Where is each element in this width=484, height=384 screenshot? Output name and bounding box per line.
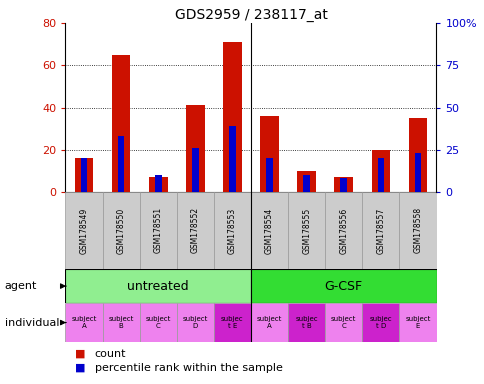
Text: individual: individual [5, 318, 59, 328]
Bar [399, 192, 436, 269]
Bar [340, 179, 347, 192]
Bar [287, 192, 324, 269]
Title: GDS2959 / 238117_at: GDS2959 / 238117_at [174, 8, 327, 22]
Text: GSM178549: GSM178549 [79, 207, 89, 253]
Bar [371, 150, 389, 192]
Bar [414, 153, 421, 192]
Text: percentile rank within the sample: percentile rank within the sample [94, 362, 282, 373]
Bar [149, 177, 167, 192]
Text: subjec
t B: subjec t B [295, 316, 318, 329]
Bar [324, 192, 362, 269]
Bar [251, 192, 287, 269]
Bar [176, 303, 213, 342]
Text: agent: agent [5, 281, 37, 291]
Bar [192, 148, 198, 192]
Text: GSM178556: GSM178556 [338, 207, 348, 253]
Text: GSM178550: GSM178550 [116, 207, 125, 253]
Bar [154, 175, 161, 192]
Text: GSM178554: GSM178554 [264, 207, 273, 253]
Bar [65, 303, 102, 342]
Bar [362, 192, 399, 269]
Text: GSM178553: GSM178553 [227, 207, 237, 253]
Bar [251, 303, 287, 342]
Text: subject
C: subject C [331, 316, 356, 329]
Bar [176, 192, 213, 269]
Bar [228, 126, 235, 192]
Text: ■: ■ [75, 362, 86, 373]
Bar [80, 158, 87, 192]
Text: GSM178558: GSM178558 [412, 207, 422, 253]
Bar [302, 175, 309, 192]
Text: count: count [94, 349, 126, 359]
Text: GSM178557: GSM178557 [376, 207, 385, 253]
Bar [223, 42, 241, 192]
Text: subject
A: subject A [71, 316, 96, 329]
Bar [102, 192, 139, 269]
Bar [408, 118, 426, 192]
Bar [118, 136, 124, 192]
Text: subjec
t E: subjec t E [221, 316, 243, 329]
Bar [362, 303, 399, 342]
Text: ■: ■ [75, 349, 86, 359]
Bar [266, 158, 272, 192]
Bar [297, 171, 315, 192]
Text: subject
B: subject B [108, 316, 134, 329]
Bar [139, 303, 176, 342]
Bar [139, 192, 176, 269]
Text: G-CSF: G-CSF [324, 280, 362, 293]
Text: subject
E: subject E [405, 316, 430, 329]
Bar [324, 303, 362, 342]
Bar [251, 269, 436, 303]
Bar [334, 177, 352, 192]
Bar [287, 303, 324, 342]
Text: GSM178552: GSM178552 [190, 207, 199, 253]
Bar [213, 192, 251, 269]
Bar [65, 269, 251, 303]
Bar [260, 116, 278, 192]
Bar [75, 158, 93, 192]
Bar [377, 158, 383, 192]
Text: subjec
t D: subjec t D [369, 316, 392, 329]
Bar [186, 106, 204, 192]
Bar [112, 55, 130, 192]
Bar [102, 303, 139, 342]
Bar [399, 303, 436, 342]
Text: GSM178551: GSM178551 [153, 207, 163, 253]
Text: subject
A: subject A [257, 316, 282, 329]
Text: subject
D: subject D [182, 316, 208, 329]
Text: subject
C: subject C [145, 316, 170, 329]
Bar [65, 192, 102, 269]
Text: GSM178555: GSM178555 [302, 207, 311, 253]
Bar [213, 303, 251, 342]
Text: untreated: untreated [127, 280, 189, 293]
